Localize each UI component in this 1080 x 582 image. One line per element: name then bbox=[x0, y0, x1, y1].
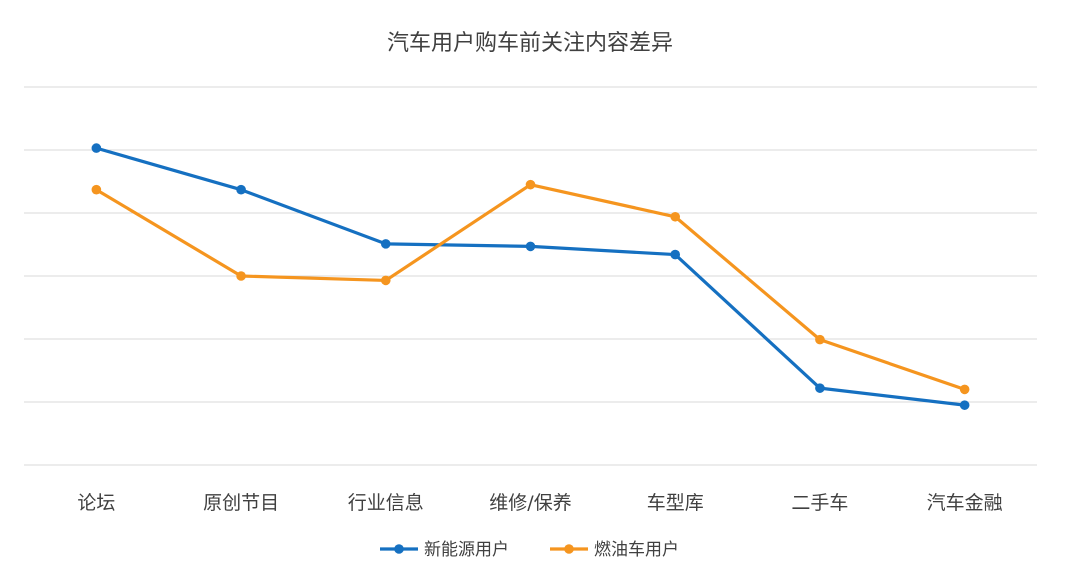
x-tick-label: 汽车金融 bbox=[927, 492, 1003, 514]
data-point bbox=[236, 271, 246, 281]
x-tick-label: 二手车 bbox=[791, 492, 848, 514]
legend-item: 燃油车用户 bbox=[550, 540, 679, 560]
series-line bbox=[94, 183, 967, 391]
x-tick-label: 车型库 bbox=[647, 492, 704, 514]
legend-label: 新能源用户 bbox=[424, 540, 509, 560]
data-point bbox=[959, 400, 970, 410]
data-point bbox=[380, 275, 391, 286]
x-tick-label: 论坛 bbox=[77, 492, 115, 514]
series-1 bbox=[91, 143, 970, 410]
data-point bbox=[91, 184, 102, 195]
data-point bbox=[380, 239, 391, 249]
data-point bbox=[670, 249, 681, 260]
legend-swatch-marker bbox=[564, 544, 574, 554]
data-point bbox=[670, 211, 681, 222]
legend-item: 新能源用户 bbox=[380, 540, 509, 560]
series-group bbox=[91, 143, 970, 410]
chart-title: 汽车用户购车前关注内容差异 bbox=[387, 31, 673, 56]
legend: 新能源用户 燃油车用户 bbox=[380, 540, 679, 560]
x-tick-label: 行业信息 bbox=[348, 492, 424, 514]
x-axis-labels: 论坛 原创节目 行业信息 维修/保养 车型库 二手车 汽车金融 bbox=[77, 492, 1002, 514]
data-point bbox=[91, 143, 102, 153]
x-tick-label: 原创节目 bbox=[203, 492, 279, 514]
data-point bbox=[525, 179, 536, 190]
data-point bbox=[959, 384, 970, 395]
series-2 bbox=[91, 179, 970, 395]
data-point bbox=[815, 334, 825, 345]
data-point bbox=[815, 383, 825, 393]
data-point bbox=[236, 184, 246, 195]
gridlines bbox=[24, 86, 1037, 466]
x-tick-label: 维修/保养 bbox=[489, 492, 571, 514]
data-point bbox=[525, 241, 536, 252]
legend-label: 燃油车用户 bbox=[594, 540, 679, 560]
legend-swatch-marker bbox=[394, 544, 404, 554]
